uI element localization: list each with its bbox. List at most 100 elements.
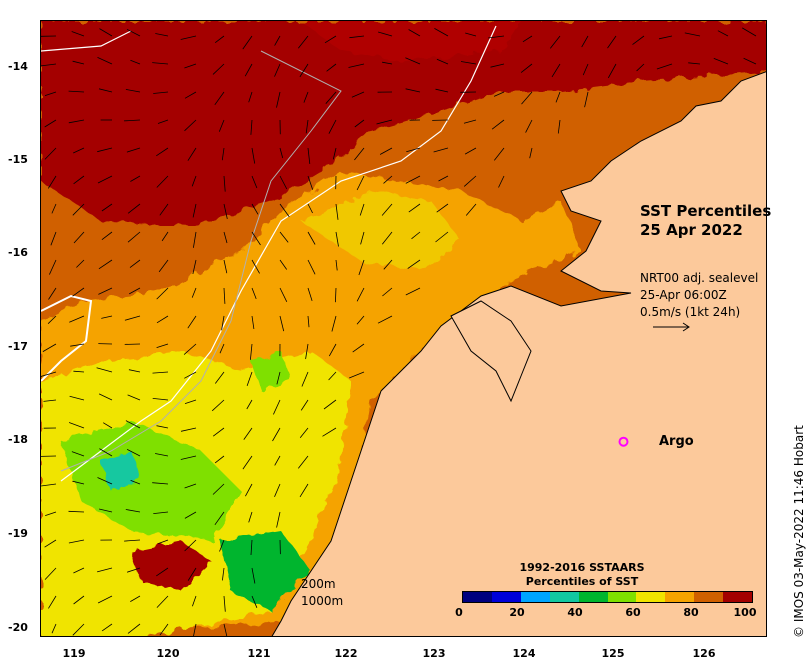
current-vector: [223, 287, 226, 304]
current-vector: [408, 29, 421, 37]
current-vector: [68, 90, 85, 93]
current-vector: [435, 231, 449, 243]
current-vector: [251, 259, 260, 274]
current-vector: [192, 259, 197, 274]
current-vector: [193, 623, 197, 636]
current-vector: [130, 595, 141, 602]
current-vector: [187, 315, 197, 329]
colorbar-tick-label: 80: [683, 606, 699, 619]
current-vector: [98, 259, 113, 270]
current-vector: [656, 63, 673, 70]
current-vector: [354, 147, 365, 161]
current-vector: [713, 58, 729, 65]
legend-title: 1992-2016 SSTAARS Percentiles of SST: [502, 561, 662, 589]
current-vector: [299, 483, 309, 498]
current-vector: [223, 231, 228, 244]
current-vector: [184, 91, 197, 99]
current-vector: [223, 259, 228, 274]
current-vector: [581, 35, 589, 48]
current-vector: [184, 511, 197, 519]
current-vector: [124, 539, 141, 542]
current-vector: [636, 63, 645, 72]
current-vector: [153, 91, 169, 94]
current-vector: [307, 231, 316, 245]
current-vector: [44, 539, 57, 548]
current-vector: [47, 175, 57, 189]
current-vector: [130, 175, 141, 182]
current-vector: [274, 35, 281, 46]
current-vector: [382, 287, 393, 297]
current-vector: [301, 371, 309, 387]
current-vector: [159, 203, 169, 216]
current-vector: [242, 455, 253, 470]
current-vector: [97, 175, 113, 184]
current-vector: [551, 63, 561, 78]
current-vector: [717, 30, 729, 37]
current-vector: [72, 480, 85, 485]
current-vector: [382, 61, 393, 65]
vector-info-line3: 0.5m/s (1kt 24h): [640, 305, 741, 319]
lat-tick-label: -19: [8, 527, 28, 540]
current-vector: [68, 539, 85, 544]
current-vector: [244, 63, 253, 77]
current-vector: [251, 315, 255, 330]
lat-tick-label: -14: [8, 60, 28, 73]
current-vector: [214, 511, 225, 526]
current-vector: [219, 343, 225, 354]
current-vector: [157, 119, 169, 124]
current-vector: [305, 119, 309, 134]
current-vector: [47, 315, 57, 324]
current-vector: [45, 511, 57, 516]
current-vector: [71, 451, 85, 457]
current-vector: [69, 315, 85, 323]
current-vector: [158, 539, 169, 544]
current-vector: [183, 343, 197, 355]
reef-outline: [41, 294, 93, 382]
current-vector: [71, 31, 85, 37]
map-title: SST Percentiles 25 Apr 2022: [640, 202, 771, 240]
contour-label-200m: 200m: [301, 577, 336, 591]
current-vector: [159, 623, 169, 636]
current-vector: [69, 395, 85, 401]
current-vector: [521, 91, 533, 105]
current-vector: [102, 422, 113, 429]
current-vector: [360, 231, 365, 245]
current-vector: [299, 427, 309, 439]
current-vector: [153, 511, 169, 514]
current-vector: [51, 203, 57, 214]
current-vector: [161, 231, 169, 242]
current-vector: [73, 595, 85, 605]
current-vector: [297, 455, 309, 469]
current-vector: [72, 287, 85, 297]
current-vector: [73, 370, 85, 373]
current-vector: [68, 119, 85, 124]
current-vector: [99, 448, 113, 457]
current-vector: [156, 315, 169, 324]
current-vector: [212, 483, 225, 495]
current-vector: [73, 175, 85, 185]
lon-tick-label: 123: [422, 647, 446, 660]
current-vector: [498, 175, 505, 188]
current-vector: [248, 511, 253, 523]
current-vector: [279, 315, 285, 332]
current-vector: [180, 455, 197, 460]
current-vector: [180, 35, 197, 40]
current-vector: [49, 259, 57, 275]
current-vector: [307, 175, 314, 190]
current-vector: [250, 119, 253, 135]
colorbar-segment: [578, 592, 608, 602]
lat-tick-label: -16: [8, 246, 28, 259]
current-vector: [276, 511, 281, 528]
legend-title-line1: 1992-2016 SSTAARS: [519, 561, 645, 574]
current-vector: [307, 147, 311, 164]
current-vector: [128, 369, 141, 373]
current-vector: [97, 595, 113, 604]
current-vector: [632, 35, 645, 45]
current-vector: [218, 119, 225, 132]
current-vector: [156, 425, 169, 429]
current-vector: [156, 595, 169, 608]
current-vector: [303, 91, 309, 103]
current-vector: [73, 231, 85, 244]
current-vector: [405, 88, 421, 93]
current-vector: [43, 399, 57, 402]
